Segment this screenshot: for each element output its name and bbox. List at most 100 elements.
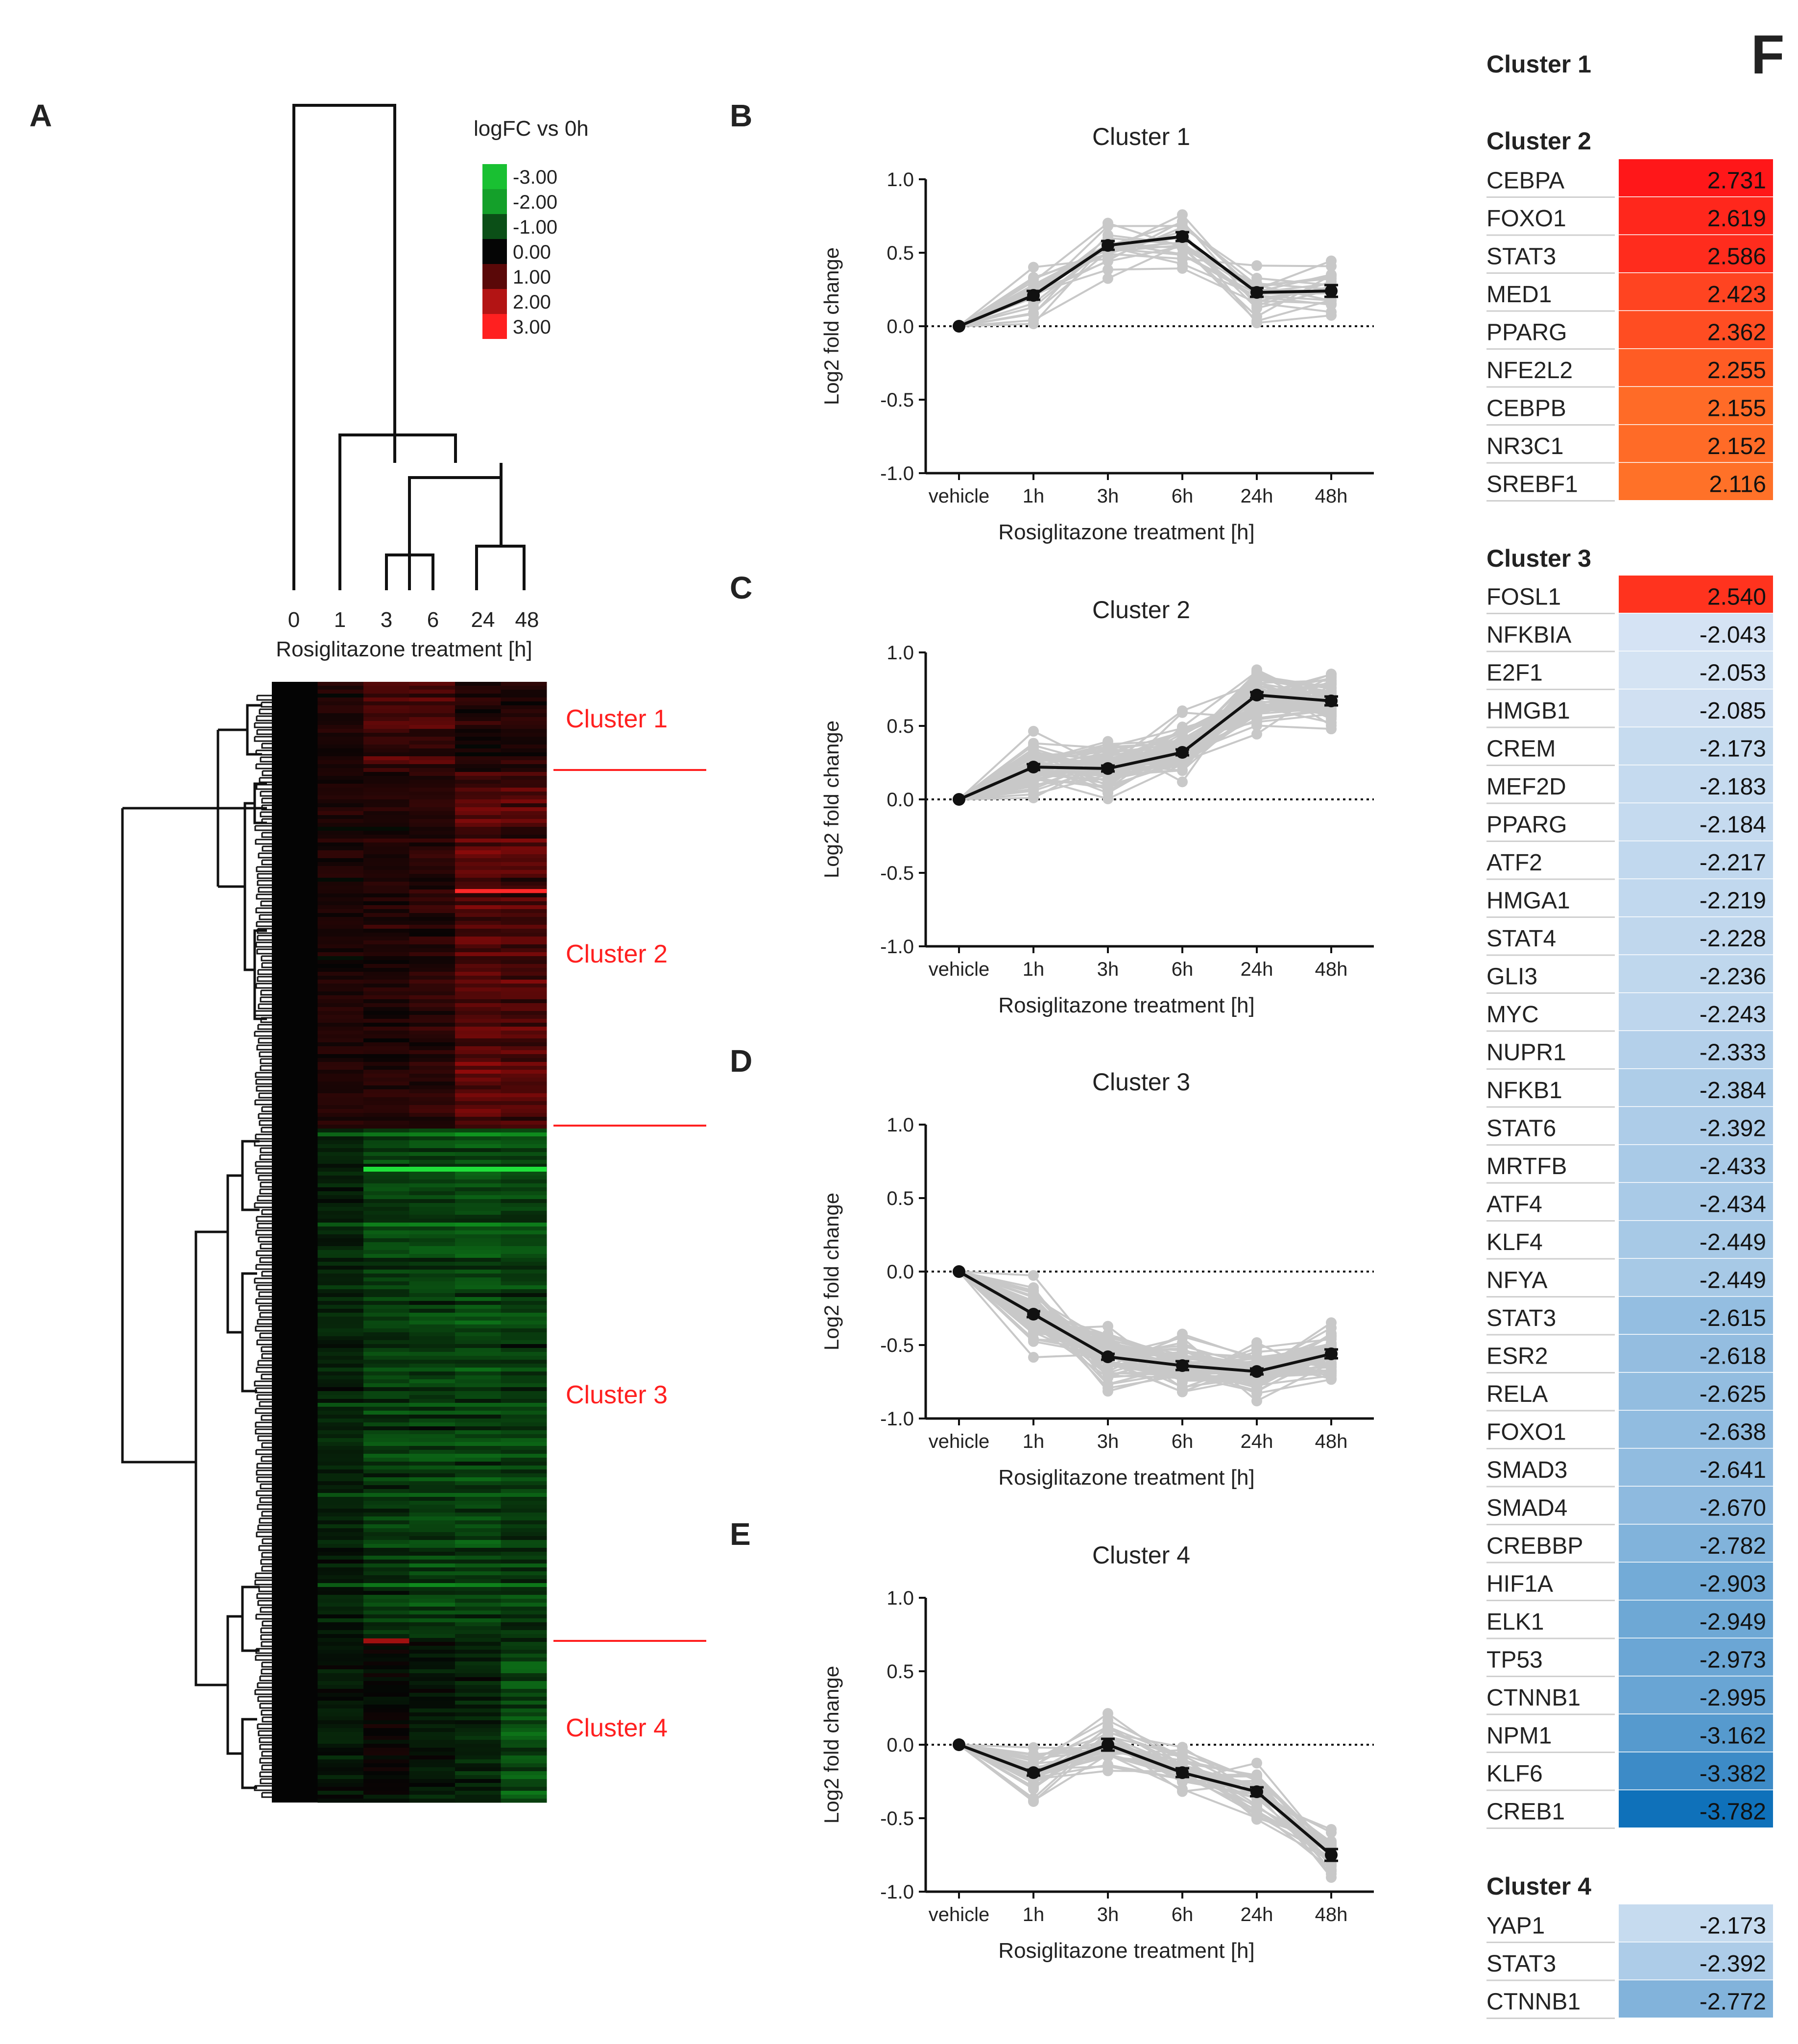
dendrogram-leaf bbox=[254, 1031, 272, 1037]
heatmap-cell bbox=[317, 1207, 364, 1211]
heatmap-cell bbox=[363, 1599, 409, 1603]
dendrogram-leaf bbox=[255, 1072, 272, 1078]
gene-point bbox=[1251, 680, 1262, 692]
heatmap-cell bbox=[363, 948, 409, 953]
table-value-cell bbox=[1619, 689, 1773, 727]
legend-tick-label: -1.00 bbox=[513, 216, 557, 238]
heatmap-cell bbox=[501, 1458, 547, 1462]
table-value-cell bbox=[1619, 1335, 1773, 1373]
gene-point bbox=[1103, 1321, 1113, 1332]
heatmap-cell bbox=[363, 1348, 409, 1352]
heatmap-cell bbox=[409, 1720, 455, 1725]
dendrogram-leaf bbox=[259, 1332, 272, 1339]
heatmap-cell bbox=[501, 1277, 547, 1282]
heatmap-cell bbox=[455, 1215, 501, 1219]
y-axis-label: Log2 fold change bbox=[820, 1193, 843, 1350]
heatmap-cell bbox=[409, 795, 455, 800]
gene-point bbox=[1251, 714, 1262, 725]
dendrogram-leaf bbox=[256, 1490, 272, 1496]
heatmap-cell bbox=[409, 682, 455, 686]
heatmap-cell bbox=[409, 1771, 455, 1776]
heatmap-cell bbox=[363, 1454, 409, 1458]
heatmap-cell bbox=[409, 784, 455, 788]
dendrogram-leaf bbox=[255, 1325, 272, 1332]
table-value-label: -2.949 bbox=[1700, 1609, 1766, 1635]
heatmap-cell bbox=[501, 921, 547, 925]
heatmap-cell bbox=[455, 705, 501, 710]
table-value-label: -2.053 bbox=[1700, 660, 1766, 686]
heatmap-cell bbox=[363, 854, 409, 859]
dendrogram-leaf bbox=[260, 756, 272, 763]
heatmap-cell bbox=[501, 1583, 547, 1587]
heatmap-cell bbox=[501, 1242, 547, 1247]
heatmap-cell bbox=[455, 1129, 501, 1133]
heatmap-cell bbox=[363, 1113, 409, 1117]
heatmap-cell bbox=[409, 1469, 455, 1474]
heatmap-cell bbox=[317, 1238, 364, 1243]
heatmap-cell bbox=[363, 748, 409, 753]
x-tick-label: 48h bbox=[1315, 1904, 1348, 1925]
heatmap-cell bbox=[317, 1579, 364, 1584]
heatmap-cell bbox=[363, 1622, 409, 1627]
table-gene-label: HMGA1 bbox=[1486, 888, 1570, 914]
heatmap-cell bbox=[317, 1183, 364, 1188]
heatmap-cell bbox=[317, 1740, 364, 1744]
heatmap-cell bbox=[409, 1516, 455, 1521]
dendrogram-leaf bbox=[256, 784, 272, 790]
heatmap-cell bbox=[317, 1403, 364, 1407]
table-value-label: -3.162 bbox=[1700, 1723, 1766, 1749]
heatmap-cell bbox=[455, 1313, 501, 1317]
dendrogram-leaf bbox=[256, 1476, 272, 1483]
heatmap-cell bbox=[317, 1783, 364, 1787]
heatmap-cell bbox=[363, 1642, 409, 1646]
heatmap-cell bbox=[409, 858, 455, 863]
heatmap-cell bbox=[455, 1144, 501, 1149]
dendrogram-leaf bbox=[256, 1085, 272, 1092]
dendrogram-leaf bbox=[259, 1401, 272, 1407]
dendrogram-branch bbox=[226, 1174, 242, 1334]
dendrogram-leaf bbox=[259, 1737, 272, 1743]
heatmap-cell bbox=[363, 1419, 409, 1423]
dendrogram-leaf bbox=[257, 1319, 272, 1325]
heatmap-cell bbox=[317, 1501, 364, 1505]
dendrogram-leaf bbox=[255, 1421, 272, 1428]
heatmap-cell bbox=[409, 1599, 455, 1603]
heatmap-cell bbox=[317, 909, 364, 914]
x-axis-label: Rosiglitazone treatment [h] bbox=[998, 993, 1254, 1017]
heatmap-cell bbox=[363, 1109, 409, 1113]
heatmap-cell bbox=[363, 686, 409, 690]
heatmap-cell bbox=[501, 835, 547, 839]
mean-point bbox=[1027, 1766, 1040, 1779]
heatmap-cell bbox=[363, 1571, 409, 1576]
heatmap-cell bbox=[455, 811, 501, 816]
heatmap-cell bbox=[317, 784, 364, 788]
heatmap-cell bbox=[363, 933, 409, 937]
heatmap-cell bbox=[363, 1191, 409, 1196]
y-tick-label: 1.0 bbox=[887, 642, 914, 664]
gene-point bbox=[1326, 1322, 1337, 1333]
mean-point bbox=[1250, 1365, 1263, 1378]
heatmap-cell bbox=[409, 1085, 455, 1090]
heatmap-cell bbox=[455, 1191, 501, 1196]
heatmap-cell bbox=[455, 1332, 501, 1337]
heatmap-cell bbox=[317, 1736, 364, 1740]
heatmap-cell bbox=[363, 1007, 409, 1011]
heatmap-cell bbox=[317, 1109, 364, 1113]
table-value-cell bbox=[1619, 1752, 1773, 1790]
heatmap-cell bbox=[455, 1426, 501, 1431]
heatmap-cell bbox=[409, 1360, 455, 1364]
gene-point bbox=[1177, 1742, 1188, 1753]
heatmap-cell bbox=[409, 717, 455, 721]
heatmap-cell bbox=[363, 980, 409, 984]
heatmap-cell bbox=[409, 1027, 455, 1031]
heatmap-cell bbox=[363, 940, 409, 945]
heatmap-cell bbox=[317, 831, 364, 835]
heatmap-cell bbox=[363, 1183, 409, 1188]
gene-point bbox=[1103, 256, 1113, 267]
table-value-cell bbox=[1619, 1904, 1773, 1943]
heatmap-cell bbox=[409, 1215, 455, 1219]
heatmap-cell bbox=[363, 1097, 409, 1102]
heatmap-cell bbox=[409, 1728, 455, 1732]
gene-point bbox=[1028, 1793, 1039, 1804]
